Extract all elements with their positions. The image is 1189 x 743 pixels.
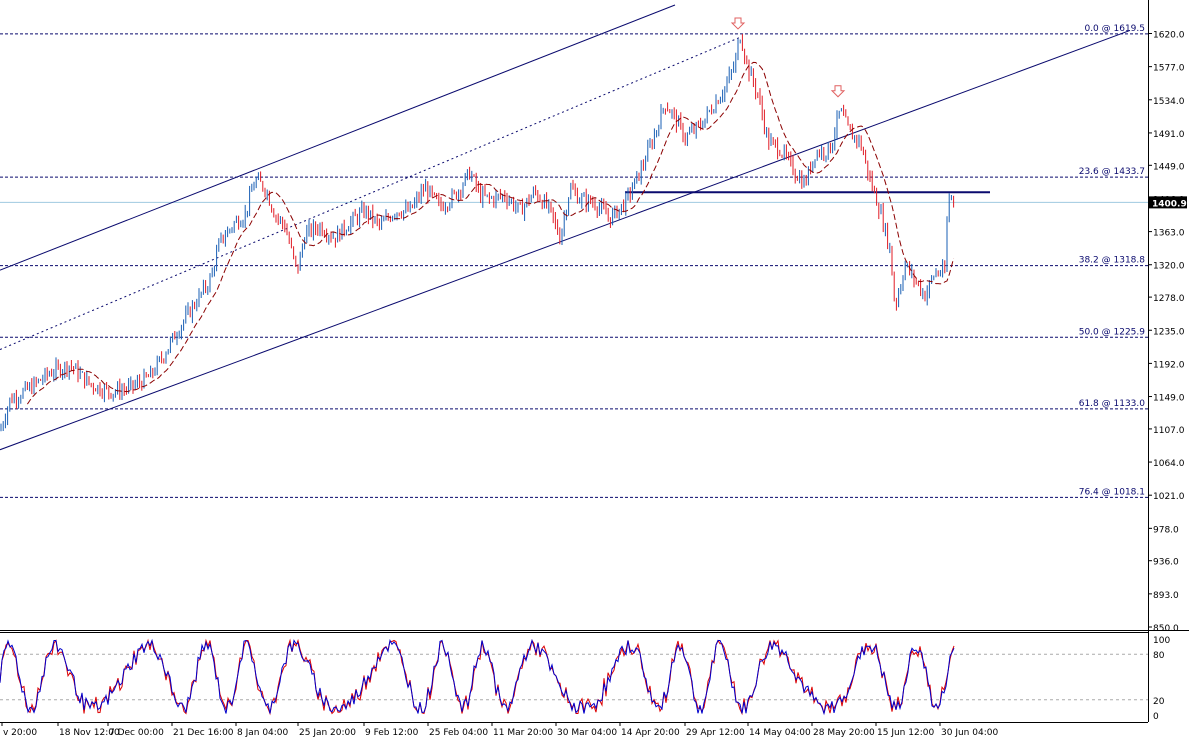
x-tick-label: 15 Jun 12:00 (877, 728, 934, 738)
moving-average-line (26, 61, 955, 405)
y-tick-label: 1320.0 (1153, 262, 1185, 272)
y-tick-label: 1149.0 (1153, 394, 1185, 404)
x-tick-label: 25 Jan 20:00 (299, 728, 356, 738)
price-panel: 1620.01577.01534.01491.01449.01406.01363… (0, 0, 1189, 722)
y-tick-label: 850.0 (1153, 624, 1179, 634)
osc-tick-label: 100 (1153, 636, 1170, 646)
x-tick-label: 9 Feb 12:00 (365, 728, 419, 738)
x-tick-label: 29 Apr 12:00 (686, 728, 745, 738)
x-tick-label: 11 Mar 20:00 (493, 728, 553, 738)
channel-lower-line (0, 29, 1131, 451)
y-tick-label: 1449.0 (1153, 162, 1185, 172)
osc-tick-label: 80 (1153, 651, 1165, 661)
osc-signal-line (0, 638, 955, 716)
x-tick-label: 25 Feb 04:00 (429, 728, 488, 738)
oscillator-panel: 100 80 20 0 (0, 632, 1170, 722)
x-tick-label: 14 Apr 20:00 (621, 728, 680, 738)
osc-tick-label: 20 (1153, 697, 1165, 707)
y-tick-label: 1363.0 (1153, 229, 1185, 239)
y-tick-label: 1192.0 (1153, 360, 1185, 370)
x-tick-label: 28 May 20:00 (813, 728, 875, 738)
y-tick-label: 1107.0 (1153, 426, 1185, 436)
x-tick-label: 14 May 04:00 (749, 728, 811, 738)
time-axis: v 20:00 18 Nov 12:007 Dec 00:00 21 Dec 16:… (0, 722, 1148, 738)
fib-label: 76.4 @ 1018.1 (1079, 487, 1145, 497)
osc-main-line (0, 638, 955, 716)
x-tick-label: 7 Dec 00:00 (109, 728, 164, 738)
x-tick-label: 8 Jan 04:00 (237, 728, 289, 738)
osc-tick-label: 0 (1153, 712, 1159, 722)
channel-mid-line (0, 36, 741, 350)
y-tick-label: 1278.0 (1153, 294, 1185, 304)
current-price-badge (1149, 196, 1187, 209)
y-tick-label: 1491.0 (1153, 130, 1185, 140)
x-tick-label: 30 Jun 04:00 (941, 728, 998, 738)
y-tick-label: 1620.0 (1153, 31, 1185, 41)
x-tick-label: 18 Nov 12:00 (59, 728, 120, 738)
y-tick-label: 1064.0 (1153, 459, 1185, 469)
fib-label: 23.6 @ 1433.7 (1079, 167, 1145, 177)
y-tick-label: 978.0 (1153, 525, 1179, 535)
down-arrow-icon (730, 17, 746, 30)
x-tick-label: v 20:00 (3, 728, 37, 738)
fib-label: 61.8 @ 1133.0 (1079, 399, 1146, 409)
y-tick-label: 1534.0 (1153, 97, 1185, 107)
channel-upper-line (0, 4, 676, 271)
fib-label: 50.0 @ 1225.9 (1079, 327, 1146, 337)
y-tick-label: 893.0 (1153, 591, 1179, 601)
y-tick-label: 936.0 (1153, 558, 1179, 568)
y-tick-label: 1021.0 (1153, 492, 1185, 502)
x-tick-label: 21 Dec 16:00 (173, 728, 234, 738)
fib-label: 0.0 @ 1619.5 (1084, 24, 1145, 34)
y-tick-label: 1577.0 (1153, 64, 1185, 74)
y-tick-label: 1235.0 (1153, 327, 1185, 337)
down-arrow-icon (830, 85, 846, 98)
current-price-label: 1400.9 (1152, 199, 1187, 209)
x-tick-label: 30 Mar 04:00 (557, 728, 617, 738)
fib-label: 38.2 @ 1318.8 (1079, 256, 1146, 266)
